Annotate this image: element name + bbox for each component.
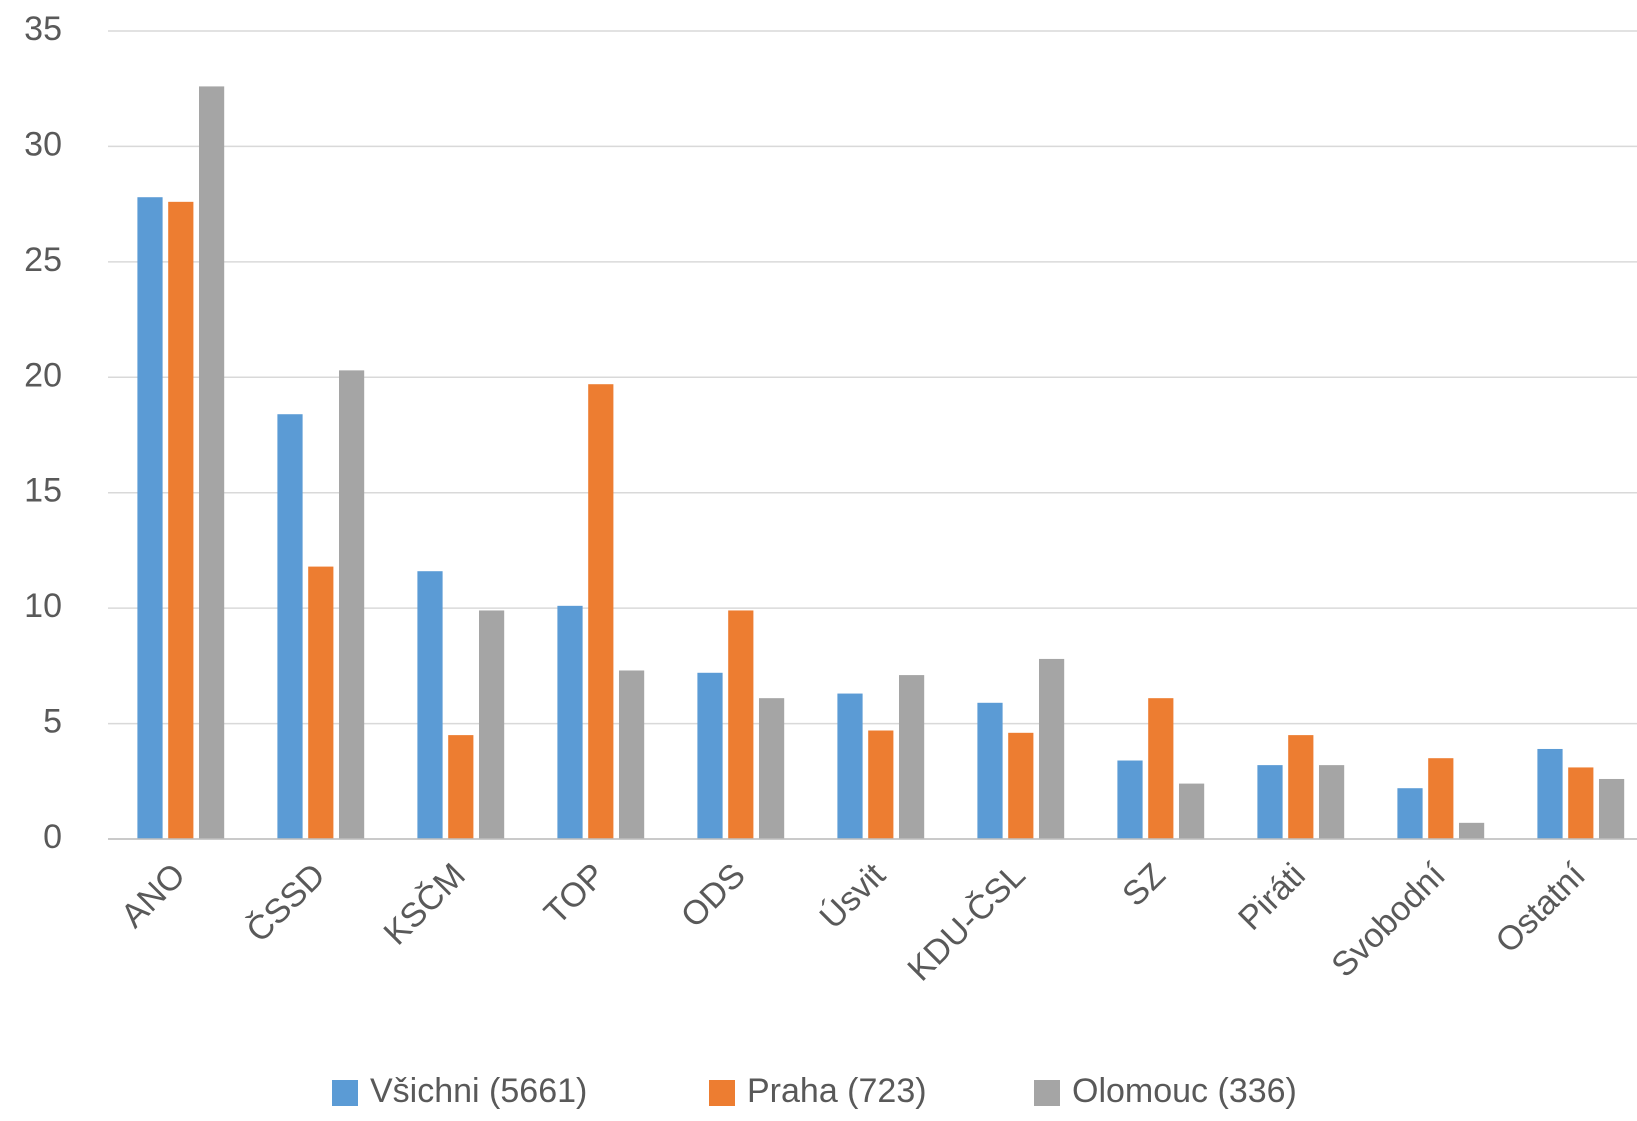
bar	[837, 693, 863, 839]
y-tick-label: 30	[24, 125, 62, 163]
legend-label: Olomouc (336)	[1072, 1072, 1297, 1110]
bar	[619, 670, 645, 839]
bar	[1397, 788, 1423, 839]
bar	[1257, 765, 1283, 839]
y-tick-label: 20	[24, 356, 62, 394]
legend-label: Všichni (5661)	[370, 1072, 587, 1110]
y-tick-label: 15	[24, 472, 62, 510]
bar	[899, 675, 925, 839]
bar	[308, 566, 334, 839]
bar	[1117, 760, 1143, 839]
bar	[1428, 758, 1454, 839]
bar	[759, 698, 785, 839]
bar	[1179, 783, 1205, 839]
bar	[1599, 778, 1625, 839]
y-tick-label: 5	[43, 703, 62, 741]
bar	[977, 702, 1003, 839]
bar	[199, 86, 225, 840]
x-tick-label: ČSSD	[239, 856, 333, 950]
x-tick-label: TOP	[537, 856, 613, 932]
x-tick-label: KSČM	[376, 856, 472, 952]
bar	[168, 201, 194, 839]
bar	[479, 610, 505, 839]
y-tick-label: 35	[24, 10, 62, 48]
bar	[417, 571, 443, 839]
y-tick-label: 0	[43, 818, 62, 856]
bar	[448, 735, 474, 839]
bar	[339, 370, 365, 839]
bar	[1568, 767, 1594, 839]
legend-swatch	[1034, 1080, 1060, 1106]
x-tick-label: Svobodní	[1324, 856, 1453, 985]
legend-label: Praha (723)	[747, 1072, 927, 1110]
bar	[697, 672, 723, 839]
bar	[1008, 732, 1034, 839]
y-tick-label: 10	[24, 587, 62, 625]
bar	[557, 605, 583, 839]
bar	[728, 610, 754, 839]
bar	[137, 197, 163, 839]
x-tick-label: Piráti	[1231, 856, 1313, 938]
bar	[1537, 748, 1563, 839]
bar	[277, 414, 303, 839]
bar	[1459, 822, 1485, 839]
bar	[1039, 658, 1065, 839]
x-tick-label: Úsvit	[813, 856, 894, 937]
x-tick-label: ANO	[114, 856, 193, 935]
bar	[1288, 735, 1314, 839]
bar	[588, 384, 614, 839]
bar	[1148, 698, 1174, 839]
x-tick-label: KDU-ČSL	[900, 856, 1032, 988]
bar	[1319, 765, 1345, 839]
x-tick-label: ODS	[674, 856, 753, 935]
legend-swatch	[709, 1080, 735, 1106]
legend-swatch	[332, 1080, 358, 1106]
y-tick-label: 25	[24, 241, 62, 279]
x-tick-label: SZ	[1115, 856, 1173, 914]
bar	[868, 730, 894, 839]
x-tick-label: Ostatní	[1488, 856, 1593, 961]
